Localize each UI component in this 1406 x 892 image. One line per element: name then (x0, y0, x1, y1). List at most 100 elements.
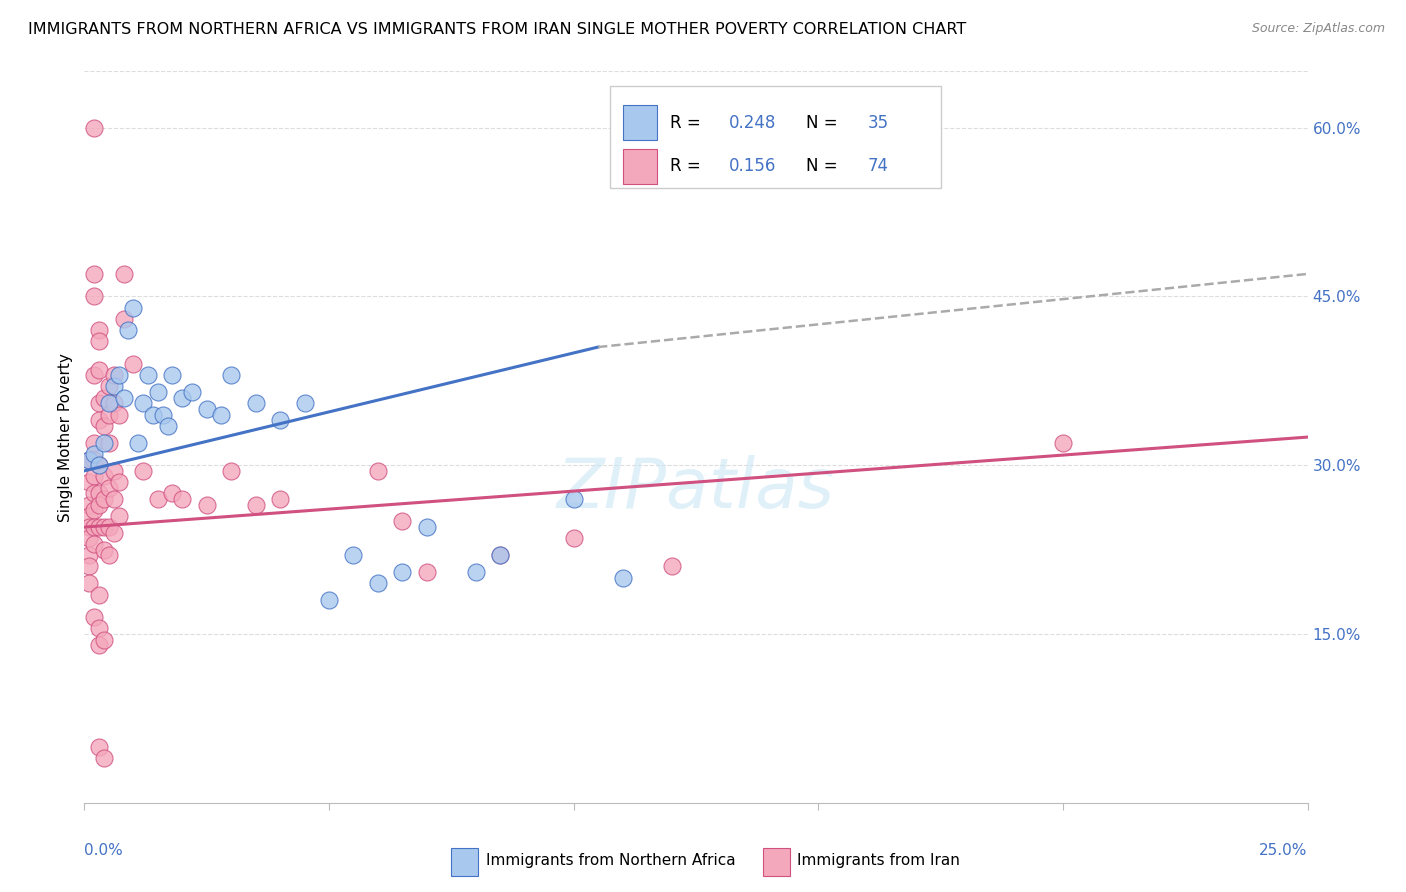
Point (391, 565, 413, 579)
Point (146, 385, 169, 400)
Point (661, 559, 683, 574)
Point (195, 401, 218, 416)
Point (93, 520, 115, 534)
Point (162, 368, 184, 383)
Point (87, 362, 110, 376)
Point (103, 525, 125, 540)
Text: Immigrants from Northern Africa: Immigrants from Northern Africa (485, 853, 735, 868)
Point (103, 379, 125, 393)
Point (416, 565, 439, 579)
Point (87, 621, 110, 635)
FancyBboxPatch shape (623, 105, 657, 140)
Text: 74: 74 (868, 158, 889, 176)
Point (97, 435, 120, 450)
Text: Immigrants from Iran: Immigrants from Iran (797, 853, 960, 868)
Point (367, 464, 389, 478)
Point (132, 396, 155, 410)
Point (209, 408, 232, 422)
Text: Source: ZipAtlas.com: Source: ZipAtlas.com (1251, 22, 1385, 36)
Point (83, 503, 105, 517)
Point (612, 571, 634, 585)
Point (87, 638, 110, 652)
Point (77, 548, 100, 562)
Point (77, 520, 100, 534)
Text: 0.248: 0.248 (728, 113, 776, 131)
Point (77, 576, 100, 591)
Point (97, 379, 120, 393)
Point (97, 396, 120, 410)
FancyBboxPatch shape (623, 149, 657, 184)
Point (83, 537, 105, 551)
Point (93, 469, 115, 483)
Point (83, 469, 105, 483)
Point (93, 751, 115, 765)
Point (162, 486, 184, 500)
Point (172, 391, 194, 405)
Point (93, 391, 115, 405)
Text: 35: 35 (868, 113, 889, 131)
Point (83, 120, 105, 135)
FancyBboxPatch shape (610, 86, 941, 188)
Text: 0.156: 0.156 (728, 158, 776, 176)
Point (97, 548, 120, 562)
Point (142, 408, 165, 422)
Point (269, 413, 291, 427)
Point (83, 435, 105, 450)
Point (181, 385, 204, 400)
Point (103, 396, 125, 410)
Point (87, 396, 110, 410)
Point (391, 515, 413, 529)
Point (342, 548, 364, 562)
Point (77, 498, 100, 512)
Point (156, 418, 179, 433)
Point (367, 576, 389, 591)
Point (103, 491, 125, 506)
Point (136, 368, 159, 383)
Point (107, 368, 129, 383)
Text: N =: N = (806, 113, 844, 131)
Point (87, 413, 110, 427)
Point (245, 498, 267, 512)
Point (77, 532, 100, 546)
Point (562, 532, 585, 546)
FancyBboxPatch shape (451, 848, 478, 876)
Point (93, 542, 115, 557)
Point (87, 486, 110, 500)
Point (195, 498, 218, 512)
Point (87, 588, 110, 602)
Point (83, 368, 105, 383)
Point (97, 520, 120, 534)
Text: ZIPatlas: ZIPatlas (557, 455, 835, 522)
Y-axis label: Single Mother Poverty: Single Mother Poverty (58, 352, 73, 522)
Point (172, 491, 194, 506)
Point (1052, 435, 1074, 450)
Point (112, 312, 135, 326)
Point (117, 323, 139, 337)
Point (83, 520, 105, 534)
Point (97, 408, 120, 422)
Point (83, 610, 105, 624)
Point (83, 486, 105, 500)
Point (132, 464, 155, 478)
Point (77, 559, 100, 574)
Point (562, 491, 585, 506)
Point (122, 357, 145, 371)
Point (489, 548, 512, 562)
Point (77, 508, 100, 523)
Point (77, 452, 100, 467)
Point (318, 593, 340, 607)
Point (77, 452, 100, 467)
Point (269, 491, 291, 506)
Point (107, 508, 129, 523)
Point (87, 458, 110, 473)
Point (112, 267, 135, 281)
Text: 25.0%: 25.0% (1260, 843, 1308, 858)
Text: N =: N = (806, 158, 844, 176)
Point (77, 475, 100, 489)
Point (107, 475, 129, 489)
Point (122, 301, 145, 315)
Point (103, 368, 125, 383)
Text: R =: R = (671, 113, 706, 131)
Point (83, 289, 105, 303)
Point (146, 491, 169, 506)
